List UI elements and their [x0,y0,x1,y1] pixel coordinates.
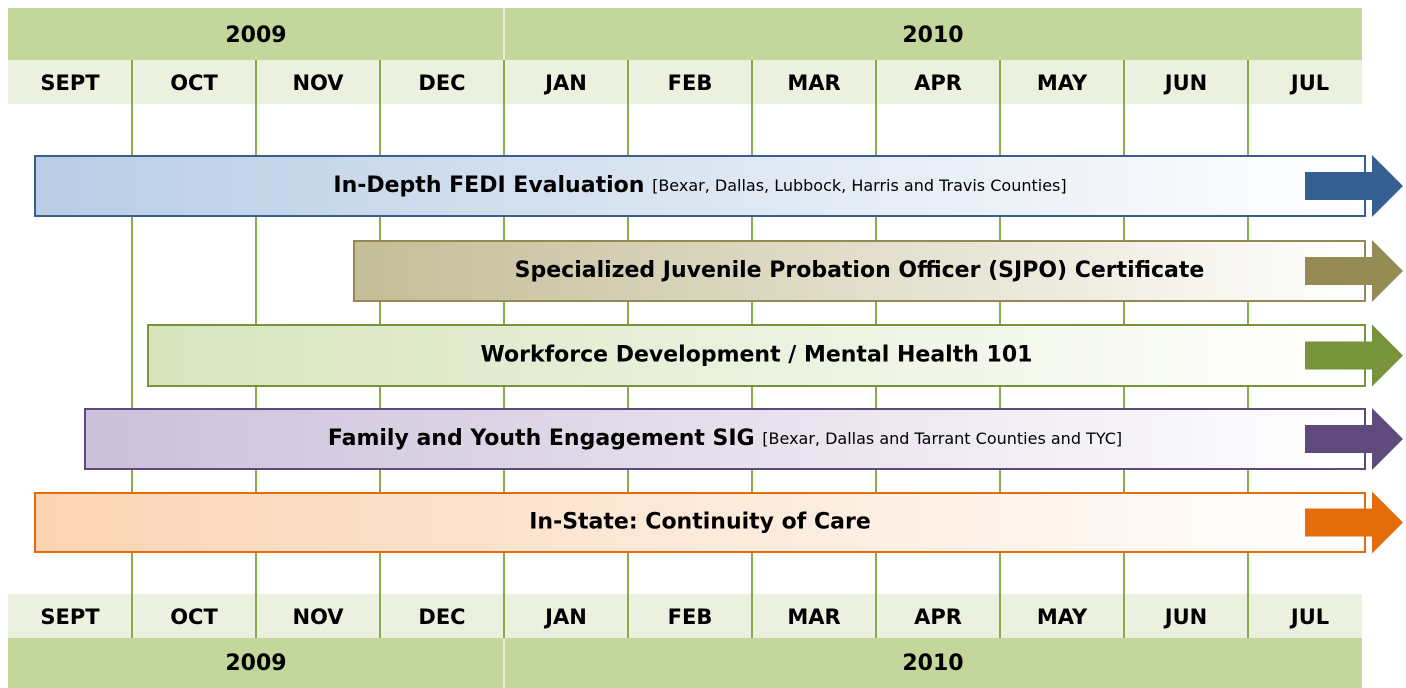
month-label: JUN [1163,605,1207,629]
month-label: APR [914,71,962,95]
year-row [8,638,1362,688]
month-label: DEC [418,605,465,629]
bar-title: Family and Youth Engagement SIG [328,426,755,451]
month-label: JAN [543,605,587,629]
bar-title: In-Depth FEDI Evaluation [333,173,644,198]
year-label: 2009 [225,651,286,676]
month-label: JUL [1289,71,1329,95]
bar-note: [Bexar, Dallas and Tarrant Counties and … [762,429,1122,448]
month-label: DEC [418,71,465,95]
year-label: 2010 [902,23,963,48]
arrow [1305,240,1403,302]
timeline-bar [147,324,1366,387]
bar-label: Specialized Juvenile Probation Officer (… [515,258,1205,283]
month-label: MAR [787,71,840,95]
month-row [8,594,1362,638]
year-row [8,8,1362,60]
month-label: NOV [292,71,344,95]
arrow [1305,491,1403,554]
arrow [1305,155,1403,217]
arrow [1305,324,1403,387]
bar-title: Workforce Development / Mental Health 10… [481,343,1033,368]
bar-title: In-State: Continuity of Care [529,510,871,535]
year-label: 2009 [225,23,286,48]
year-label: 2010 [902,651,963,676]
month-label: JUN [1163,71,1207,95]
month-label: APR [914,605,962,629]
month-label: JUL [1289,605,1329,629]
bar-label: Family and Youth Engagement SIG [Bexar, … [328,426,1122,451]
arrow [1305,408,1403,470]
timeline-bar [34,492,1366,553]
bar-note: [Bexar, Dallas, Lubbock, Harris and Trav… [652,176,1067,195]
month-label: MAR [787,605,840,629]
month-label: OCT [170,605,218,629]
timeline-bar [353,240,1366,302]
month-label: FEB [668,605,713,629]
month-row [8,60,1362,104]
month-label: MAY [1037,605,1088,629]
month-label: SEPT [40,605,100,629]
timeline-bar [84,408,1366,470]
bar-label: In-State: Continuity of Care [529,510,871,535]
month-label: FEB [668,71,713,95]
month-label: JAN [543,71,587,95]
month-label: MAY [1037,71,1088,95]
bar-label: In-Depth FEDI Evaluation [Bexar, Dallas,… [333,173,1066,198]
month-label: NOV [292,605,344,629]
month-label: OCT [170,71,218,95]
month-label: SEPT [40,71,100,95]
bar-label: Workforce Development / Mental Health 10… [481,343,1033,368]
bar-title: Specialized Juvenile Probation Officer (… [515,258,1205,283]
